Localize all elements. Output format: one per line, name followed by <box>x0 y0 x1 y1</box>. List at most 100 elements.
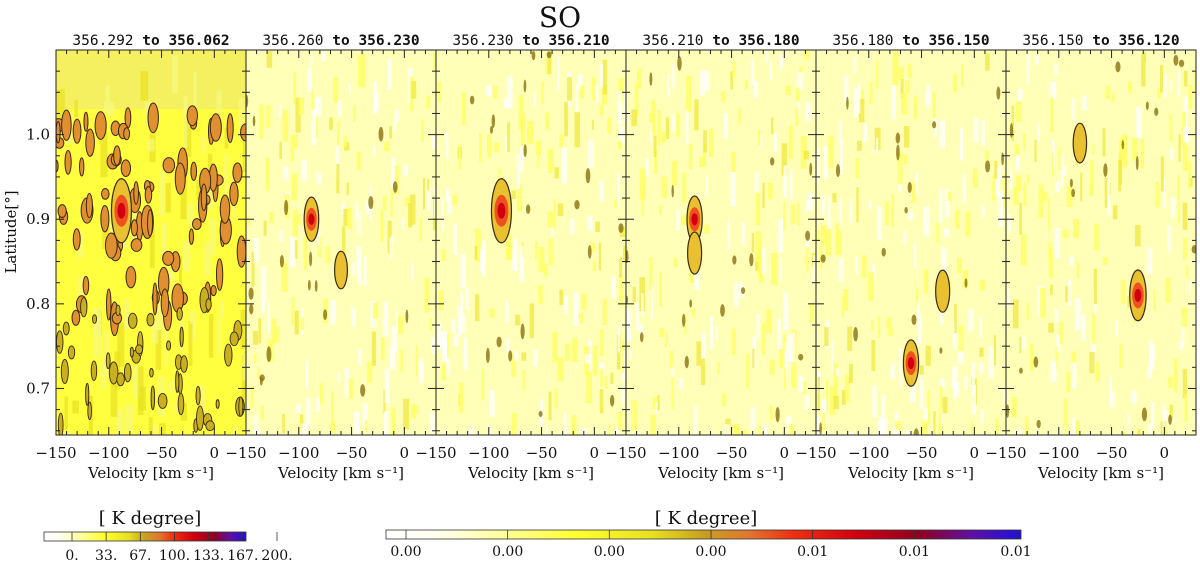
texture <box>1050 360 1057 383</box>
texture <box>325 246 331 264</box>
texture <box>475 228 481 262</box>
texture <box>897 152 903 184</box>
texture <box>357 276 362 285</box>
texture <box>390 157 396 193</box>
texture <box>373 93 379 111</box>
panel-image <box>436 50 626 435</box>
texture <box>848 363 853 384</box>
texture <box>246 216 251 226</box>
panel-from: 356.180 <box>832 33 893 49</box>
texture <box>938 188 943 223</box>
texture <box>913 96 917 120</box>
texture <box>857 140 862 151</box>
colorbar-tick-label: 100. <box>159 548 190 564</box>
texture <box>216 319 221 356</box>
texture <box>1048 323 1054 333</box>
texture <box>658 204 662 215</box>
texture <box>383 389 386 415</box>
texture <box>251 251 255 287</box>
texture <box>261 297 266 313</box>
texture <box>998 190 1004 227</box>
texture <box>107 102 115 116</box>
noise-speck <box>525 204 531 215</box>
colorbar-tick-label: 0.01 <box>797 544 828 560</box>
texture <box>321 51 326 62</box>
texture <box>641 293 644 316</box>
texture <box>541 80 544 105</box>
texture <box>300 318 304 330</box>
texture <box>624 334 626 363</box>
emission-blob <box>209 113 222 142</box>
texture <box>599 180 604 202</box>
texture <box>805 102 811 121</box>
texture <box>1011 397 1017 418</box>
texture <box>853 55 857 74</box>
texture <box>816 229 821 242</box>
texture <box>789 423 794 435</box>
texture <box>676 113 680 137</box>
emission-blob <box>226 113 234 143</box>
texture <box>307 67 312 93</box>
texture <box>755 193 761 226</box>
texture <box>291 296 295 326</box>
texture <box>72 400 79 414</box>
texture <box>1020 233 1027 266</box>
texture <box>634 83 639 117</box>
texture <box>467 428 472 435</box>
texture <box>1035 429 1038 435</box>
texture <box>615 426 620 435</box>
colorbar-right: [ K degree] 0.00 0.00 0.00 0.00 0.01 0.01 0.01 <box>385 508 1032 560</box>
texture <box>577 74 583 91</box>
panel-separator: to <box>514 33 549 49</box>
texture <box>787 334 792 362</box>
texture <box>675 433 679 435</box>
texture <box>1184 394 1188 423</box>
texture <box>348 378 353 400</box>
texture <box>965 211 971 237</box>
texture <box>925 345 931 366</box>
texture <box>900 78 904 99</box>
texture <box>684 314 687 335</box>
texture <box>559 289 564 305</box>
texture <box>505 136 509 152</box>
noise-speck <box>523 144 527 158</box>
texture <box>765 50 769 63</box>
x-tick-label: 0 <box>780 444 790 462</box>
texture <box>242 136 246 172</box>
emission-blob <box>79 157 85 177</box>
texture <box>117 322 125 367</box>
texture <box>910 371 916 403</box>
emission-blob <box>60 358 69 384</box>
texture <box>151 320 159 344</box>
texture <box>734 282 739 308</box>
panel-6: 356.150 to 356.120 −150 −100 −50 0 Velocity [… <box>985 33 1197 482</box>
texture <box>420 119 424 142</box>
texture <box>548 391 552 421</box>
emission-blob <box>179 326 184 348</box>
texture <box>1182 238 1187 260</box>
texture <box>557 357 564 382</box>
texture <box>1169 148 1174 160</box>
texture <box>105 85 110 102</box>
texture <box>1104 178 1109 208</box>
texture <box>686 110 689 145</box>
texture <box>532 92 536 108</box>
panel-image <box>246 50 436 435</box>
texture <box>617 411 623 430</box>
texture <box>1163 178 1166 209</box>
texture <box>1066 186 1073 207</box>
texture <box>330 300 337 325</box>
texture <box>151 424 158 435</box>
texture <box>853 87 858 118</box>
texture <box>481 240 486 276</box>
noise-speck <box>538 410 543 417</box>
texture <box>617 141 623 150</box>
texture <box>358 348 362 365</box>
texture <box>366 361 373 384</box>
texture <box>952 73 957 93</box>
texture <box>655 402 658 414</box>
texture <box>847 326 853 351</box>
noise-speck <box>378 126 384 142</box>
texture <box>619 257 623 278</box>
texture <box>923 206 930 236</box>
